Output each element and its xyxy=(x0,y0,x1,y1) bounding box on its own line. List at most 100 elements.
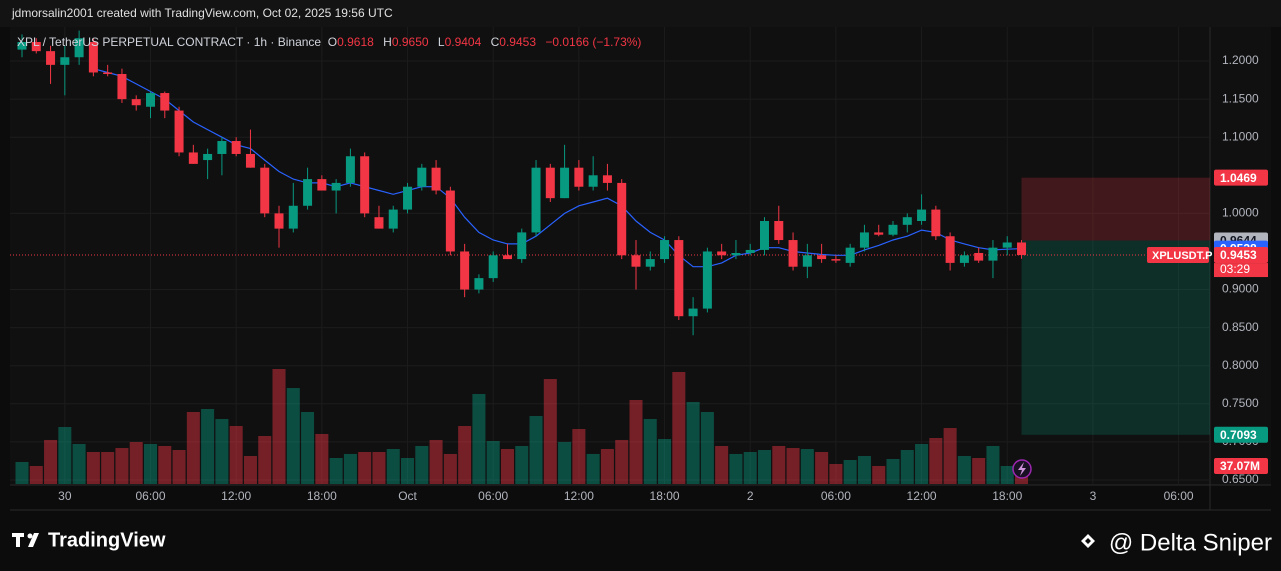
candle-body xyxy=(260,167,270,214)
volume-bar xyxy=(472,393,486,484)
candle-body xyxy=(388,209,398,229)
candle-body xyxy=(360,156,370,214)
volume-bar xyxy=(258,436,272,484)
candle-body xyxy=(660,240,670,260)
ohlc-value: 0.9650 xyxy=(391,35,429,49)
price-label-text: 1.0469 xyxy=(1220,171,1257,185)
candle-body xyxy=(160,93,170,111)
volume-bar xyxy=(643,419,657,484)
volume-bar xyxy=(715,445,729,484)
countdown: 03:29 xyxy=(1220,262,1250,276)
volume-bar xyxy=(986,445,1000,484)
y-tick-label: 0.8500 xyxy=(1222,320,1259,334)
volume-bar xyxy=(158,445,172,484)
candle-body xyxy=(759,221,769,250)
volume-bar xyxy=(372,451,386,484)
candle-body xyxy=(959,255,969,263)
volume-bar xyxy=(343,453,357,484)
volume-bar xyxy=(529,416,543,484)
candle-body xyxy=(345,156,355,183)
x-tick-label: 06:00 xyxy=(1164,489,1194,503)
volume-bar xyxy=(843,459,857,484)
volume-bar xyxy=(629,399,643,484)
ohlc-value: 0.9404 xyxy=(444,35,482,49)
candle-body xyxy=(745,249,755,253)
x-tick-label: 3 xyxy=(1090,489,1097,503)
candle-body xyxy=(488,255,498,279)
author-icon xyxy=(1081,534,1095,548)
candle-body xyxy=(831,259,841,261)
volume-bar xyxy=(486,441,500,484)
y-tick-label: 1.1000 xyxy=(1222,129,1259,143)
y-tick-label: 0.6500 xyxy=(1222,472,1259,486)
symbol-tag-box xyxy=(1147,247,1209,264)
candle-body xyxy=(17,42,27,50)
volume-bar xyxy=(272,369,286,484)
candle-body xyxy=(331,182,341,191)
candle-body xyxy=(146,93,156,107)
legend: XPL / TetherUS PERPETUAL CONTRACT · 1h ·… xyxy=(17,35,647,49)
plot-area xyxy=(10,27,1210,485)
volume-bar xyxy=(144,444,158,484)
volume-bar xyxy=(1000,465,1014,484)
x-tick-label: 12:00 xyxy=(564,489,594,503)
candle-body xyxy=(431,167,441,191)
candle-body xyxy=(617,182,627,256)
candle-body xyxy=(874,232,884,235)
ohlc-value: 0.9618 xyxy=(337,35,374,49)
candle-body xyxy=(117,73,127,100)
x-tick-label: 06:00 xyxy=(135,489,165,503)
volume-label xyxy=(1214,457,1268,474)
author: @ Delta Sniper xyxy=(1109,529,1272,556)
candle-body xyxy=(88,42,98,73)
candle-body xyxy=(974,252,984,261)
volume-bar xyxy=(929,438,943,484)
candle-body xyxy=(403,186,413,210)
volume-bar xyxy=(857,456,871,484)
ohlc-key: C xyxy=(490,35,500,49)
volume-bar xyxy=(600,448,614,484)
candle-body xyxy=(774,221,784,241)
candle-body xyxy=(802,255,812,267)
x-tick-label: Oct xyxy=(398,489,417,503)
candle-body xyxy=(517,232,527,260)
volume-bar xyxy=(172,450,186,484)
candle-body xyxy=(602,175,612,183)
volume-bar xyxy=(957,456,971,484)
ohlc-key: L xyxy=(437,35,445,49)
candle-body xyxy=(902,217,912,225)
candle-body xyxy=(588,175,598,187)
volume-bar xyxy=(943,428,957,484)
candle-body xyxy=(474,278,484,290)
candle-body xyxy=(31,42,41,52)
candle-body xyxy=(931,209,941,237)
candle-body xyxy=(460,251,470,290)
candle-body xyxy=(1017,242,1027,256)
volume-bar xyxy=(86,451,100,484)
candle-body xyxy=(1002,242,1012,248)
candle-body xyxy=(859,232,869,248)
price-label-text: 0.9453 xyxy=(1220,248,1257,262)
volume-bar xyxy=(757,450,771,484)
ohlc-value: 0.9453 xyxy=(499,35,536,49)
volume-label-text: 37.07M xyxy=(1220,459,1260,473)
volume-bar xyxy=(386,448,400,484)
candle-body xyxy=(46,51,56,65)
x-tick-label: 18:00 xyxy=(650,489,680,503)
y-tick-label: 0.8000 xyxy=(1222,358,1259,372)
candle-body xyxy=(888,224,898,235)
volume-bar xyxy=(829,464,843,484)
volume-bar xyxy=(458,425,472,484)
x-tick-label: 06:00 xyxy=(821,489,851,503)
volume-bar xyxy=(358,451,372,484)
volume-bar xyxy=(915,444,929,484)
volume-bar xyxy=(743,451,757,484)
countdown-box xyxy=(1214,263,1268,278)
candle-body xyxy=(817,255,827,260)
volume-bar xyxy=(443,453,457,484)
volume-bar xyxy=(686,402,700,484)
candle-body xyxy=(545,167,555,199)
volume-bar xyxy=(401,457,415,484)
candle-body xyxy=(731,252,741,256)
